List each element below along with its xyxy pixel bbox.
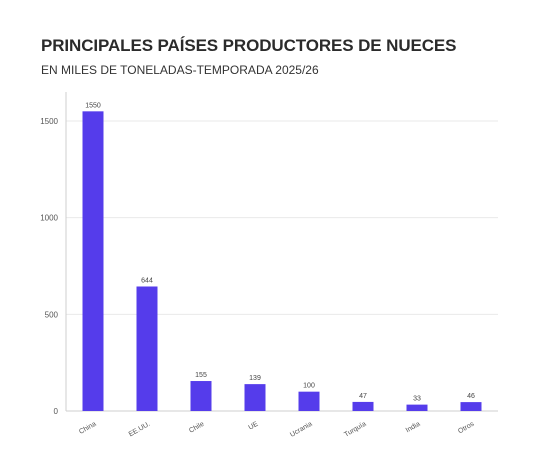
y-tick-label: 500 <box>45 310 59 319</box>
bar <box>136 286 158 411</box>
data-label: 33 <box>413 396 421 403</box>
bar <box>352 401 374 411</box>
bar <box>244 384 266 411</box>
x-tick-label: Ucrania <box>289 421 313 439</box>
data-label: 46 <box>467 393 475 400</box>
y-tick-label: 0 <box>54 407 59 416</box>
bar <box>190 381 212 411</box>
data-label: 100 <box>303 383 315 390</box>
data-label: 644 <box>141 277 153 284</box>
data-label: 155 <box>195 372 207 379</box>
bar <box>460 402 482 411</box>
bar <box>406 404 428 411</box>
y-tick-label: 1000 <box>40 214 58 223</box>
bar <box>298 391 320 411</box>
x-tick-label: Chile <box>188 421 205 435</box>
x-tick-label: Turquía <box>343 421 367 439</box>
data-label: 1550 <box>85 102 101 109</box>
bar <box>82 111 104 411</box>
x-tick-label: UE <box>248 421 260 432</box>
chart-title: PRINCIPALES PAÍSES PRODUCTORES DE NUECES <box>41 36 457 55</box>
data-label: 139 <box>249 375 261 382</box>
chart-subtitle: EN MILES DE TONELADAS-TEMPORADA 2025/26 <box>41 63 319 77</box>
x-tick-label: India <box>405 421 422 435</box>
x-tick-label: Otros <box>457 420 476 435</box>
data-label: 47 <box>359 393 367 400</box>
x-tick-label: EE.UU. <box>128 421 152 439</box>
x-tick-label: China <box>78 421 97 436</box>
y-tick-label: 1500 <box>40 117 58 126</box>
